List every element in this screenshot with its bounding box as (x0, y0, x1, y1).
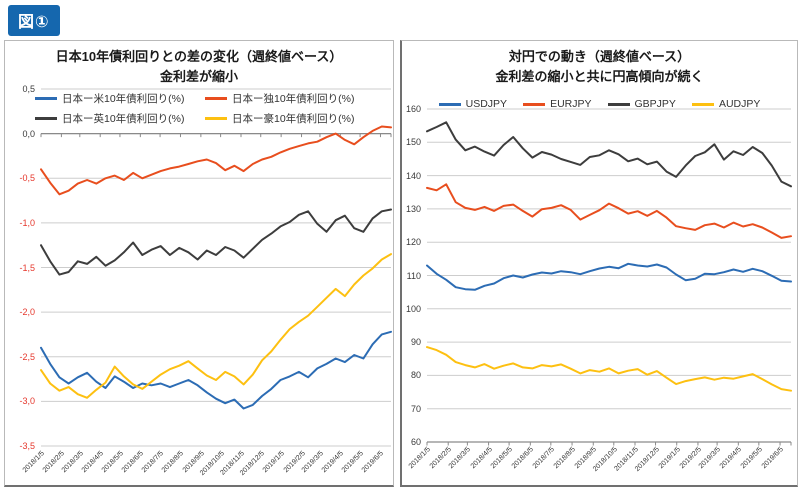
y-axis-tick-label: 130 (405, 203, 421, 214)
legend-item: GBPJPY (607, 98, 676, 110)
legend-swatch-icon (438, 102, 461, 106)
chart-title-line2: 金利差が縮小 (159, 68, 238, 84)
y-axis-tick-label: 0,5 (22, 84, 35, 94)
y-axis-tick-label: 60 (410, 437, 421, 447)
legend-swatch-icon (523, 102, 546, 106)
plot-svg (40, 88, 392, 447)
y-axis-tick-label: -1,0 (19, 217, 35, 228)
series-line-eurjpy (426, 183, 792, 239)
legend-label: 日本ー独10年債利回り(%) (232, 93, 355, 105)
series-line-audjpy (426, 346, 792, 392)
y-axis-tick-label: 0,0 (22, 128, 35, 139)
figure-badge: 図① (8, 5, 60, 36)
series-line-gbpjpy (426, 121, 792, 188)
plot-svg (426, 108, 792, 446)
y-axis-tick-label: 140 (405, 170, 421, 181)
y-axis-tick-label: 100 (405, 303, 421, 314)
legend-item: AUDJPY (691, 98, 761, 110)
yield-spread-legend: 日本ー米10年債利回り(%) 日本ー独10年債利回り(%) 日本ー英10年債利回り(… (35, 91, 375, 126)
series-line-usdjpy (426, 262, 792, 291)
legend-item: 日本ー豪10年債利回り(%) (205, 111, 375, 126)
y-axis-tick-label: 150 (405, 137, 421, 148)
legend-swatch-icon (205, 117, 227, 120)
fx-legend: USDJPY EURJPY GBPJPY AUDJPY (402, 98, 797, 110)
y-axis-tick-label: 70 (410, 403, 421, 414)
series-line--10- (40, 208, 392, 276)
chart-title-line1: 対円での動き（週終値ベース） (508, 49, 691, 64)
legend-swatch-icon (205, 97, 227, 100)
legend-item: 日本ー米10年債利回り(%) (35, 91, 205, 106)
y-axis-tick-label: 110 (406, 270, 421, 281)
legend-item: 日本ー英10年債利回り(%) (35, 111, 205, 126)
legend-swatch-icon (607, 102, 630, 106)
y-axis-tick-label: -3,5 (19, 441, 35, 451)
legend-label: 日本ー英10年債利回り(%) (62, 113, 185, 125)
legend-label: 日本ー米10年債利回り(%) (62, 93, 185, 105)
legend-label: USDJPY (465, 98, 508, 110)
fx-chart-panel: 対円での動き（週終値ベース） 金利差の縮小と共に円高傾向が続く USDJPY EU… (400, 40, 798, 487)
legend-label: AUDJPY (718, 98, 761, 110)
y-axis-tick-label: -0,5 (19, 173, 35, 184)
series-line--10- (40, 253, 392, 399)
y-axis-tick-label: 160 (405, 104, 421, 114)
chart-title-line1: 日本10年債利回りとの差の変化（週終値ベース） (55, 49, 343, 64)
y-axis-tick-label: -3,0 (19, 396, 35, 407)
series-line--10- (40, 125, 392, 196)
legend-item: USDJPY (438, 98, 508, 110)
y-axis-tick-label: 80 (410, 370, 421, 381)
legend-label: 日本ー豪10年債利回り(%) (232, 113, 355, 125)
yield-spread-chart-panel: 日本10年債利回りとの差の変化（週終値ベース） 金利差が縮小 日本ー米10年債利… (4, 40, 394, 487)
y-axis-tick-label: -1,5 (19, 262, 35, 273)
y-axis-tick-label: -2,0 (19, 307, 35, 318)
y-axis-tick-label: 120 (405, 237, 421, 248)
legend-swatch-icon (691, 102, 714, 106)
series-line--10- (40, 330, 392, 410)
legend-item: EURJPY (523, 98, 592, 110)
legend-swatch-icon (35, 97, 57, 100)
legend-swatch-icon (35, 117, 57, 120)
chart-title-line2: 金利差の縮小と共に円高傾向が続く (495, 68, 704, 84)
legend-item: 日本ー独10年債利回り(%) (205, 91, 375, 106)
legend-label: GBPJPY (634, 98, 676, 110)
x-axis-tick-label: 2019/6/5 (760, 446, 785, 471)
y-axis-tick-label: -2,5 (19, 351, 35, 362)
legend-label: EURJPY (550, 98, 592, 110)
y-axis-tick-label: 90 (410, 337, 421, 348)
